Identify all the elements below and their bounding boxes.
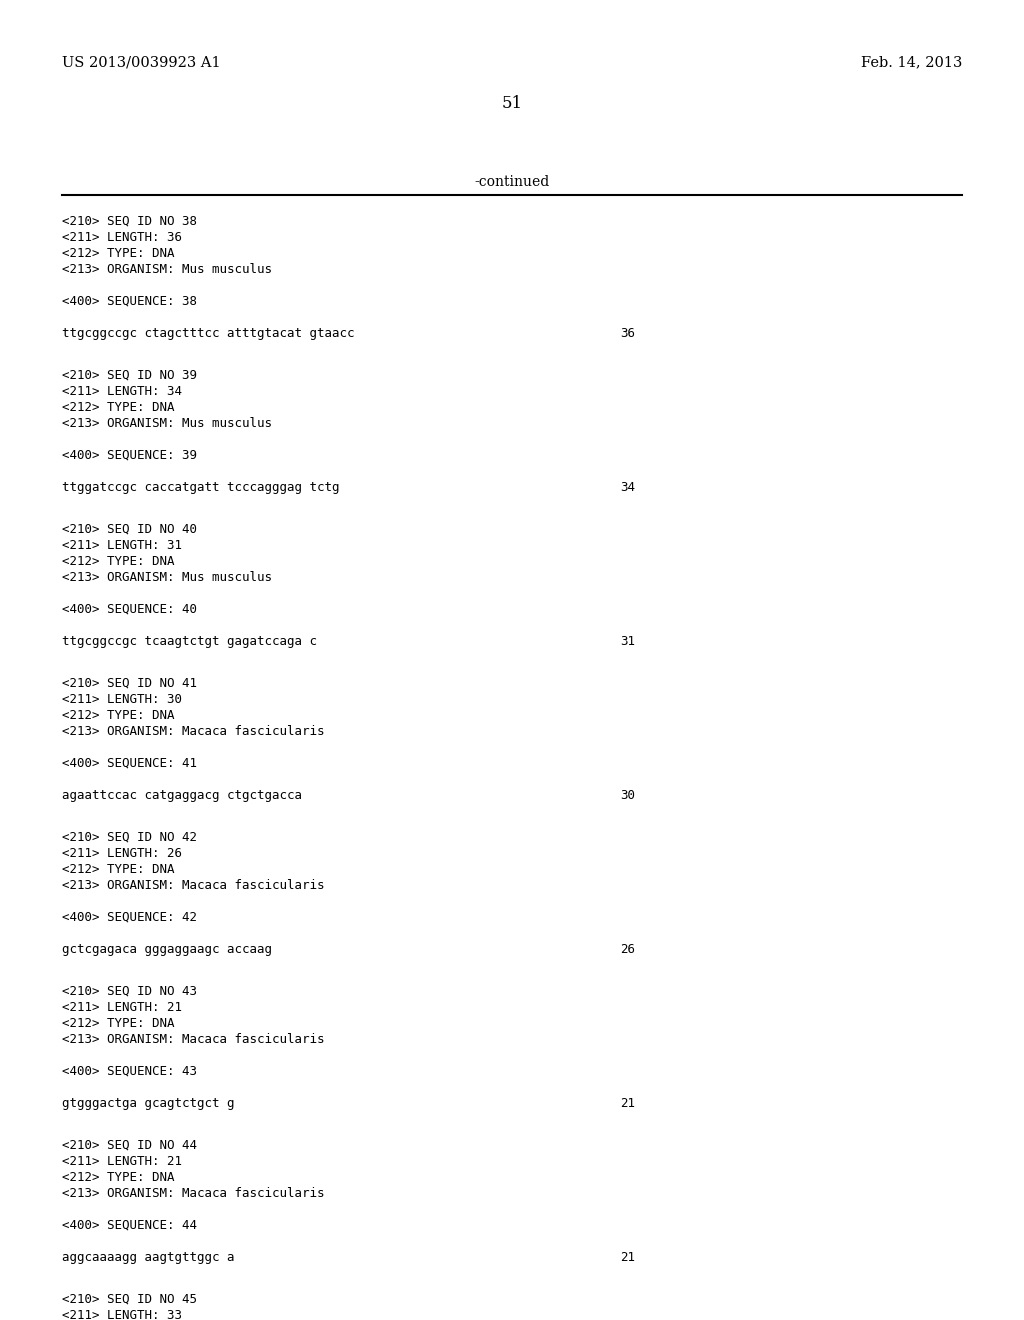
Text: <210> SEQ ID NO 39: <210> SEQ ID NO 39 [62, 370, 197, 381]
Text: <210> SEQ ID NO 42: <210> SEQ ID NO 42 [62, 832, 197, 843]
Text: <400> SEQUENCE: 40: <400> SEQUENCE: 40 [62, 603, 197, 616]
Text: -continued: -continued [474, 176, 550, 189]
Text: gctcgagaca gggaggaagc accaag: gctcgagaca gggaggaagc accaag [62, 942, 272, 956]
Text: 51: 51 [502, 95, 522, 112]
Text: 34: 34 [620, 480, 635, 494]
Text: <211> LENGTH: 33: <211> LENGTH: 33 [62, 1309, 182, 1320]
Text: <211> LENGTH: 34: <211> LENGTH: 34 [62, 385, 182, 399]
Text: agaattccac catgaggacg ctgctgacca: agaattccac catgaggacg ctgctgacca [62, 789, 302, 803]
Text: <400> SEQUENCE: 44: <400> SEQUENCE: 44 [62, 1218, 197, 1232]
Text: Feb. 14, 2013: Feb. 14, 2013 [860, 55, 962, 69]
Text: <213> ORGANISM: Macaca fascicularis: <213> ORGANISM: Macaca fascicularis [62, 725, 325, 738]
Text: <213> ORGANISM: Macaca fascicularis: <213> ORGANISM: Macaca fascicularis [62, 879, 325, 892]
Text: <213> ORGANISM: Macaca fascicularis: <213> ORGANISM: Macaca fascicularis [62, 1034, 325, 1045]
Text: <211> LENGTH: 31: <211> LENGTH: 31 [62, 539, 182, 552]
Text: <400> SEQUENCE: 38: <400> SEQUENCE: 38 [62, 294, 197, 308]
Text: 31: 31 [620, 635, 635, 648]
Text: <400> SEQUENCE: 39: <400> SEQUENCE: 39 [62, 449, 197, 462]
Text: <212> TYPE: DNA: <212> TYPE: DNA [62, 1171, 174, 1184]
Text: <212> TYPE: DNA: <212> TYPE: DNA [62, 554, 174, 568]
Text: <212> TYPE: DNA: <212> TYPE: DNA [62, 247, 174, 260]
Text: <213> ORGANISM: Mus musculus: <213> ORGANISM: Mus musculus [62, 263, 272, 276]
Text: <211> LENGTH: 26: <211> LENGTH: 26 [62, 847, 182, 861]
Text: <213> ORGANISM: Macaca fascicularis: <213> ORGANISM: Macaca fascicularis [62, 1187, 325, 1200]
Text: <400> SEQUENCE: 41: <400> SEQUENCE: 41 [62, 756, 197, 770]
Text: <210> SEQ ID NO 43: <210> SEQ ID NO 43 [62, 985, 197, 998]
Text: <211> LENGTH: 36: <211> LENGTH: 36 [62, 231, 182, 244]
Text: <212> TYPE: DNA: <212> TYPE: DNA [62, 1016, 174, 1030]
Text: <210> SEQ ID NO 44: <210> SEQ ID NO 44 [62, 1139, 197, 1152]
Text: ttgcggccgc tcaagtctgt gagatccaga c: ttgcggccgc tcaagtctgt gagatccaga c [62, 635, 317, 648]
Text: 21: 21 [620, 1097, 635, 1110]
Text: <211> LENGTH: 21: <211> LENGTH: 21 [62, 1155, 182, 1168]
Text: <213> ORGANISM: Mus musculus: <213> ORGANISM: Mus musculus [62, 572, 272, 583]
Text: <210> SEQ ID NO 40: <210> SEQ ID NO 40 [62, 523, 197, 536]
Text: <211> LENGTH: 30: <211> LENGTH: 30 [62, 693, 182, 706]
Text: 26: 26 [620, 942, 635, 956]
Text: 36: 36 [620, 327, 635, 341]
Text: <210> SEQ ID NO 41: <210> SEQ ID NO 41 [62, 677, 197, 690]
Text: <210> SEQ ID NO 45: <210> SEQ ID NO 45 [62, 1294, 197, 1305]
Text: US 2013/0039923 A1: US 2013/0039923 A1 [62, 55, 220, 69]
Text: <400> SEQUENCE: 43: <400> SEQUENCE: 43 [62, 1065, 197, 1078]
Text: <212> TYPE: DNA: <212> TYPE: DNA [62, 709, 174, 722]
Text: <210> SEQ ID NO 38: <210> SEQ ID NO 38 [62, 215, 197, 228]
Text: aggcaaaagg aagtgttggc a: aggcaaaagg aagtgttggc a [62, 1251, 234, 1265]
Text: ttgcggccgc ctagctttcc atttgtacat gtaacc: ttgcggccgc ctagctttcc atttgtacat gtaacc [62, 327, 354, 341]
Text: ttggatccgc caccatgatt tcccagggag tctg: ttggatccgc caccatgatt tcccagggag tctg [62, 480, 340, 494]
Text: 30: 30 [620, 789, 635, 803]
Text: <211> LENGTH: 21: <211> LENGTH: 21 [62, 1001, 182, 1014]
Text: <213> ORGANISM: Mus musculus: <213> ORGANISM: Mus musculus [62, 417, 272, 430]
Text: gtgggactga gcagtctgct g: gtgggactga gcagtctgct g [62, 1097, 234, 1110]
Text: <212> TYPE: DNA: <212> TYPE: DNA [62, 401, 174, 414]
Text: <400> SEQUENCE: 42: <400> SEQUENCE: 42 [62, 911, 197, 924]
Text: 21: 21 [620, 1251, 635, 1265]
Text: <212> TYPE: DNA: <212> TYPE: DNA [62, 863, 174, 876]
